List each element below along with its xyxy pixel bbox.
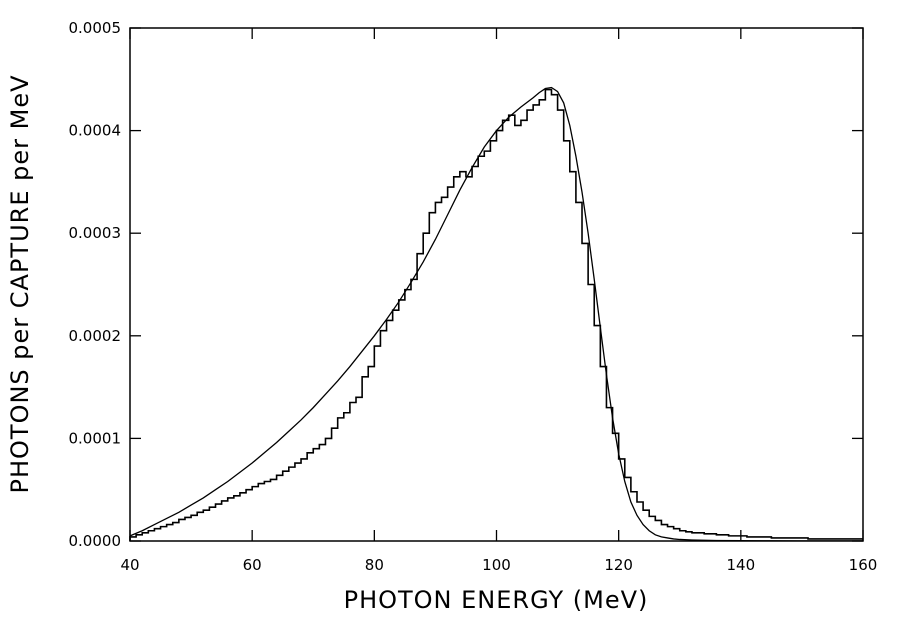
y-axis-title: PHOTONS per CAPTURE per MeV: [6, 74, 34, 493]
x-tick-label: 80: [365, 556, 384, 574]
x-tick-label: 60: [243, 556, 262, 574]
y-tick-label: 0.0003: [69, 224, 122, 242]
y-tick-label: 0.0000: [69, 532, 122, 550]
x-axis-title: PHOTON ENERGY (MeV): [344, 586, 649, 614]
y-tick-label: 0.0004: [69, 122, 122, 140]
smooth-curve-series-line: [129, 86, 863, 542]
histogram-series-line: [129, 88, 863, 541]
y-tick-label: 0.0002: [69, 327, 122, 345]
x-tick-label: 120: [604, 556, 633, 574]
tick-labels: 40 60 80 100 120 140 160 0.0000 0.0001 0.0002 0.00…: [69, 19, 878, 574]
axis-ticks: [129, 27, 864, 542]
plot-frame: [129, 27, 864, 542]
x-tick-label: 140: [727, 556, 756, 574]
x-tick-label: 160: [849, 556, 878, 574]
y-tick-label: 0.0005: [69, 19, 122, 37]
x-tick-label: 100: [482, 556, 511, 574]
y-tick-label: 0.0001: [69, 429, 122, 447]
x-tick-label: 40: [120, 556, 139, 574]
